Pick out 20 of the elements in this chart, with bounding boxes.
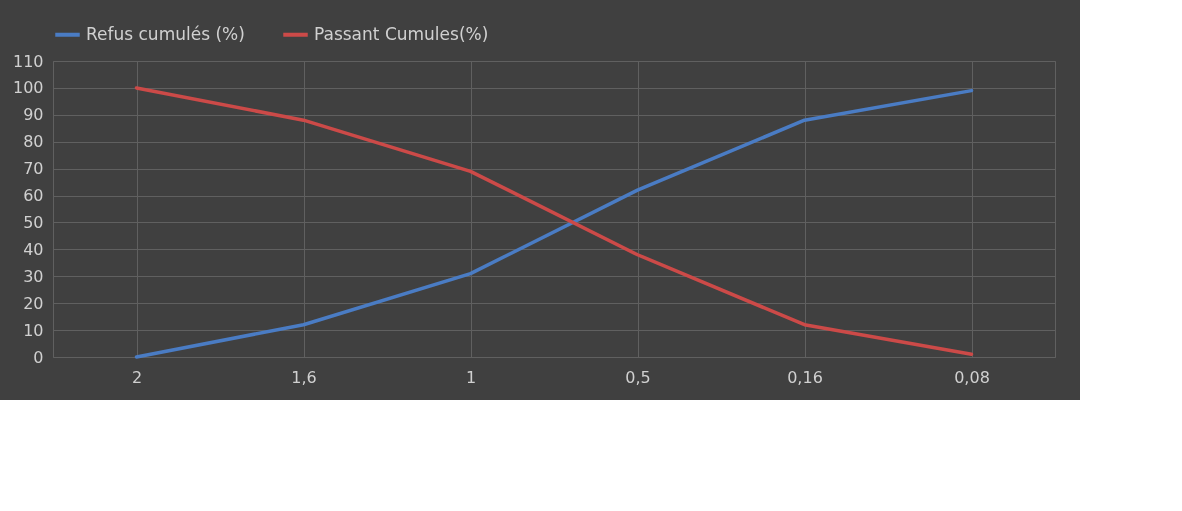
legend-label: Refus cumulés (%): [86, 23, 245, 44]
y-tick-label: 40: [23, 239, 44, 259]
x-tick-label: 0,08: [954, 367, 990, 387]
y-tick-label: 80: [23, 132, 44, 152]
y-tick-label: 10: [23, 320, 44, 340]
y-tick-label: 110: [12, 51, 44, 71]
y-tick-label: 70: [23, 159, 44, 179]
y-tick-label: 50: [23, 212, 44, 232]
y-tick-label: 60: [23, 186, 44, 206]
y-tick-label: 100: [12, 78, 44, 98]
y-tick-label: 0: [33, 347, 44, 367]
y-tick-label: 30: [23, 266, 44, 286]
x-tick-label: 1: [465, 367, 477, 387]
legend-label: Passant Cumules(%): [314, 23, 489, 44]
x-tick-label: 0,5: [625, 367, 651, 387]
y-tick-label: 90: [23, 105, 44, 125]
x-tick-label: 0,16: [787, 367, 823, 387]
y-tick-label: 20: [23, 293, 44, 313]
x-tick-label: 1,6: [291, 367, 317, 387]
x-tick-label: 2: [131, 367, 143, 387]
